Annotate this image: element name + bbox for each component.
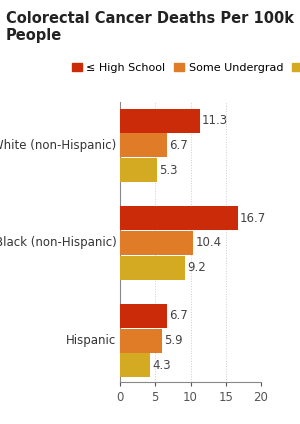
Text: 5.3: 5.3 (160, 164, 178, 177)
Bar (120, 304, 167, 328)
Text: 9.2: 9.2 (187, 261, 206, 274)
Bar (120, 231, 193, 255)
Bar (120, 353, 150, 377)
Text: 6.7: 6.7 (169, 139, 188, 152)
Text: 11.3: 11.3 (202, 114, 228, 127)
Text: Colorectal Cancer Deaths Per 100k People: Colorectal Cancer Deaths Per 100k People (6, 11, 294, 43)
Bar (120, 134, 167, 157)
Legend: ≤ High School, Some Undergrad, ≥Degree: ≤ High School, Some Undergrad, ≥Degree (72, 63, 300, 73)
Text: 16.7: 16.7 (240, 212, 266, 225)
Text: 5.9: 5.9 (164, 334, 182, 347)
Bar (120, 158, 158, 182)
Bar (120, 329, 162, 352)
Text: 6.7: 6.7 (169, 309, 188, 322)
Text: Hispanic: Hispanic (66, 334, 116, 347)
Bar (120, 109, 200, 133)
Text: Black (non-Hispanic): Black (non-Hispanic) (0, 237, 116, 249)
Text: White (non-Hispanic): White (non-Hispanic) (0, 139, 116, 152)
Bar (120, 206, 238, 230)
Text: 4.3: 4.3 (152, 359, 171, 372)
Text: 10.4: 10.4 (195, 237, 222, 249)
Bar (120, 256, 185, 280)
